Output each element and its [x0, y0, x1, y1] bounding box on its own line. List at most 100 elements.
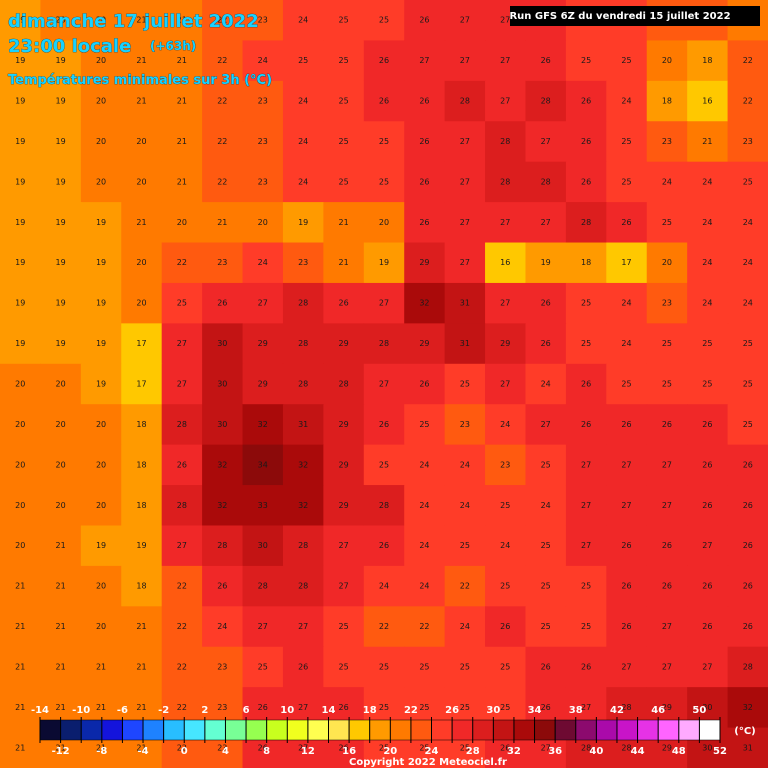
temperature-value: 24 — [379, 582, 389, 591]
temperature-value: 25 — [743, 420, 753, 429]
temperature-cell — [727, 323, 768, 365]
temperature-cell — [161, 40, 203, 82]
temperature-value: 30 — [217, 380, 227, 389]
temperature-value: 19 — [56, 299, 66, 308]
temperature-value: 19 — [136, 541, 146, 550]
temperature-cell — [161, 646, 203, 688]
temperature-value: 24 — [419, 501, 429, 510]
temperature-value: 28 — [460, 97, 470, 106]
temperature-cell — [646, 80, 688, 122]
temperature-cell — [727, 121, 768, 163]
temperature-value: 20 — [15, 460, 25, 469]
temperature-cell — [282, 242, 324, 284]
temperature-value: 21 — [56, 703, 66, 712]
temperature-value: 25 — [338, 177, 348, 186]
legend-swatch — [348, 719, 370, 741]
temperature-value: 25 — [581, 582, 591, 591]
temperature-cell — [282, 444, 324, 486]
temperature-value: 21 — [338, 258, 348, 267]
temperature-value: 27 — [500, 97, 510, 106]
temperature-value: 32 — [419, 299, 429, 308]
temperature-cell — [485, 646, 526, 688]
temperature-cell — [525, 404, 567, 446]
temperature-value: 22 — [217, 97, 227, 106]
temperature-cell — [80, 323, 122, 365]
temperature-value: 26 — [379, 541, 389, 550]
temperature-cell — [80, 646, 122, 688]
temperature-value: 22 — [177, 258, 187, 267]
temperature-value: 21 — [136, 662, 146, 671]
temperature-value: 20 — [15, 501, 25, 510]
temperature-cell — [0, 727, 41, 768]
temperature-value: 25 — [460, 743, 470, 752]
temperature-cell — [444, 282, 486, 324]
temperature-value: 29 — [419, 258, 429, 267]
temperature-value: 23 — [500, 460, 510, 469]
temperature-value: 30 — [702, 703, 712, 712]
temperature-value: 26 — [419, 97, 429, 106]
legend-swatch — [101, 719, 123, 741]
temperature-value: 24 — [298, 177, 308, 186]
temperature-value: 26 — [258, 743, 268, 752]
temperature-value: 19 — [56, 258, 66, 267]
temperature-cell — [202, 404, 244, 446]
temperature-value: 27 — [500, 16, 510, 25]
run-box — [510, 6, 760, 26]
temperature-value: 25 — [379, 137, 389, 146]
temperature-value: 27 — [177, 339, 187, 348]
temperature-value: 26 — [258, 703, 268, 712]
temperature-value: 27 — [258, 622, 268, 631]
temperature-value: 25 — [338, 16, 348, 25]
temperature-cell — [282, 606, 324, 648]
temperature-cell — [646, 121, 688, 163]
temperature-cell — [404, 404, 446, 446]
temperature-cell — [363, 282, 405, 324]
legend-tick-label: 10 — [280, 705, 294, 716]
temperature-cell — [606, 242, 648, 284]
temperature-value: 19 — [379, 258, 389, 267]
temperature-value: 20 — [96, 501, 106, 510]
temperature-value: 24 — [419, 460, 429, 469]
temperature-cell — [404, 444, 446, 486]
legend-tick-label: -8 — [96, 746, 107, 757]
temperature-value: 20 — [96, 582, 106, 591]
temperature-value: 21 — [136, 97, 146, 106]
temperature-cell — [687, 525, 729, 567]
temperature-cell — [242, 606, 284, 648]
temperature-cell — [444, 121, 486, 163]
legend-tick-label: 26 — [445, 705, 459, 716]
temperature-cell — [404, 121, 446, 163]
temperature-value: 24 — [621, 97, 631, 106]
temperature-value: 24 — [500, 420, 510, 429]
temperature-value: 24 — [743, 299, 753, 308]
temperature-cell — [646, 161, 688, 203]
temperature-value: 20 — [258, 218, 268, 227]
temperature-value: 34 — [258, 460, 268, 469]
temperature-cell — [444, 202, 486, 244]
temperature-cell — [121, 40, 163, 82]
temperature-value: 24 — [258, 258, 268, 267]
temperature-cell — [282, 282, 324, 324]
temperature-cell — [687, 646, 729, 688]
temperature-value: 22 — [217, 137, 227, 146]
temperature-value: 28 — [338, 380, 348, 389]
temperature-cell — [161, 404, 203, 446]
legend-tick-label: 22 — [404, 705, 418, 716]
temperature-value: 26 — [702, 622, 712, 631]
temperature-value: 25 — [419, 743, 429, 752]
temperature-cell — [363, 121, 405, 163]
date-title: dimanche 17 juillet 2022 — [8, 11, 259, 32]
temperature-cell — [525, 363, 567, 405]
temperature-value: 27 — [662, 622, 672, 631]
temperature-value: 19 — [15, 97, 25, 106]
temperature-value: 28 — [581, 218, 591, 227]
temperature-cell — [565, 525, 607, 567]
temperature-value: 26 — [379, 97, 389, 106]
temperature-cell — [646, 444, 688, 486]
temperature-cell — [80, 0, 122, 41]
temperature-value: 28 — [379, 339, 389, 348]
temperature-value: 27 — [662, 501, 672, 510]
temperature-cell — [404, 40, 446, 82]
temperature-value: 32 — [743, 703, 753, 712]
legend-swatch — [39, 719, 61, 741]
